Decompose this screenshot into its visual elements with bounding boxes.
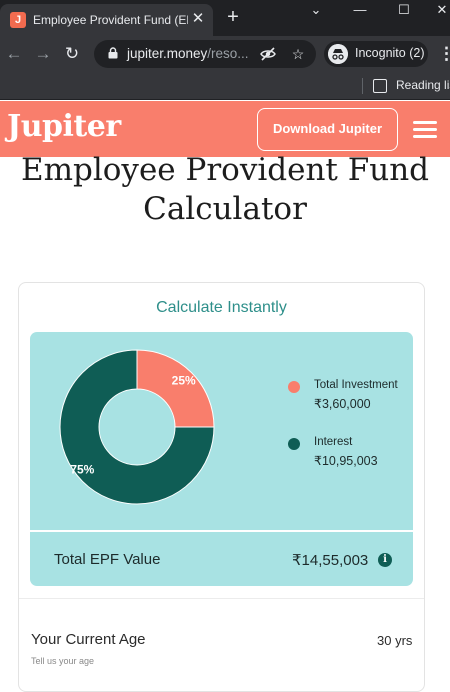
legend-dot-interest [288, 438, 300, 450]
kebab-menu-icon[interactable]: ⋮ [438, 44, 450, 63]
reading-list-label[interactable]: Reading lis [396, 78, 450, 92]
browser-tab[interactable]: J Employee Provident Fund (EPF ✕ [0, 4, 213, 36]
legend-value: ₹10,95,003 [314, 454, 378, 468]
star-icon[interactable]: ☆ [291, 46, 305, 62]
current-age-value[interactable]: 30 yrs [377, 633, 413, 648]
back-arrow-icon[interactable]: ← [5, 44, 23, 63]
download-jupiter-button[interactable]: Download Jupiter [257, 108, 398, 151]
bookmarks-divider [362, 78, 363, 94]
address-bar[interactable]: jupiter.money/reso... ☆ [94, 40, 316, 68]
jupiter-favicon-icon: J [10, 12, 26, 28]
total-epf-value: ₹14,55,003 [292, 552, 369, 569]
chevron-down-icon[interactable]: ⌄ [310, 2, 322, 17]
donut-label-investment: 25% [172, 373, 196, 387]
close-icon[interactable]: ✕ [436, 2, 448, 17]
legend-label: Total Investment [314, 379, 398, 391]
maximize-icon[interactable]: ☐ [398, 2, 410, 17]
minimize-icon[interactable]: — [353, 2, 367, 17]
page-title-line1: Employee Provident Fund [20, 152, 430, 188]
current-age-hint: Tell us your age [31, 656, 95, 666]
url-text: jupiter.money/reso... [127, 46, 249, 61]
new-tab-icon[interactable]: + [227, 6, 239, 28]
lock-icon [108, 47, 118, 59]
browser-toolbar: ← → ↻ jupiter.money/reso... ☆ Incognito … [0, 36, 450, 72]
tab-title: Employee Provident Fund (EPF [33, 13, 188, 27]
legend-dot-investment [288, 381, 300, 393]
page-title-line2: Calculator [143, 191, 307, 227]
incognito-label: Incognito (2) [355, 46, 425, 60]
card-divider [19, 598, 424, 599]
forward-arrow-icon[interactable]: → [34, 44, 52, 63]
tab-close-icon[interactable]: ✕ [191, 10, 205, 27]
reload-icon[interactable]: ↻ [64, 44, 80, 63]
bookmarks-bar: Reading lis [0, 72, 450, 100]
current-age-label: Your Current Age [31, 631, 146, 648]
browser-tab-bar: J Employee Provident Fund (EPF ✕ + ⌄ — ☐… [0, 0, 450, 36]
eye-off-icon[interactable] [260, 46, 276, 62]
site-header: Jupiter Download Jupiter [0, 101, 450, 157]
info-icon[interactable]: i [378, 553, 392, 567]
panel-divider [30, 530, 413, 532]
incognito-badge[interactable]: Incognito (2) [324, 41, 428, 67]
reading-list-icon[interactable] [373, 79, 387, 93]
legend-value: ₹3,60,000 [314, 397, 371, 411]
jupiter-logo[interactable]: Jupiter [7, 109, 121, 144]
donut-slice-investment[interactable] [136, 349, 215, 428]
page-title: Employee Provident Fund Calculator [0, 151, 450, 229]
incognito-icon [328, 44, 348, 64]
donut-label-interest: 75% [70, 463, 94, 477]
calculator-heading: Calculate Instantly [156, 299, 287, 316]
hamburger-menu-icon[interactable] [413, 121, 437, 139]
donut-chart: 25% 75% [59, 349, 215, 505]
donut-slice-interest[interactable] [59, 349, 215, 505]
total-epf-label: Total EPF Value [54, 551, 161, 568]
calculator-card: Calculate Instantly 25% 75% Total Investm… [18, 282, 425, 692]
results-panel: 25% 75% Total Investment ₹3,60,000 Intere… [30, 332, 413, 586]
legend-label: Interest [314, 436, 353, 448]
